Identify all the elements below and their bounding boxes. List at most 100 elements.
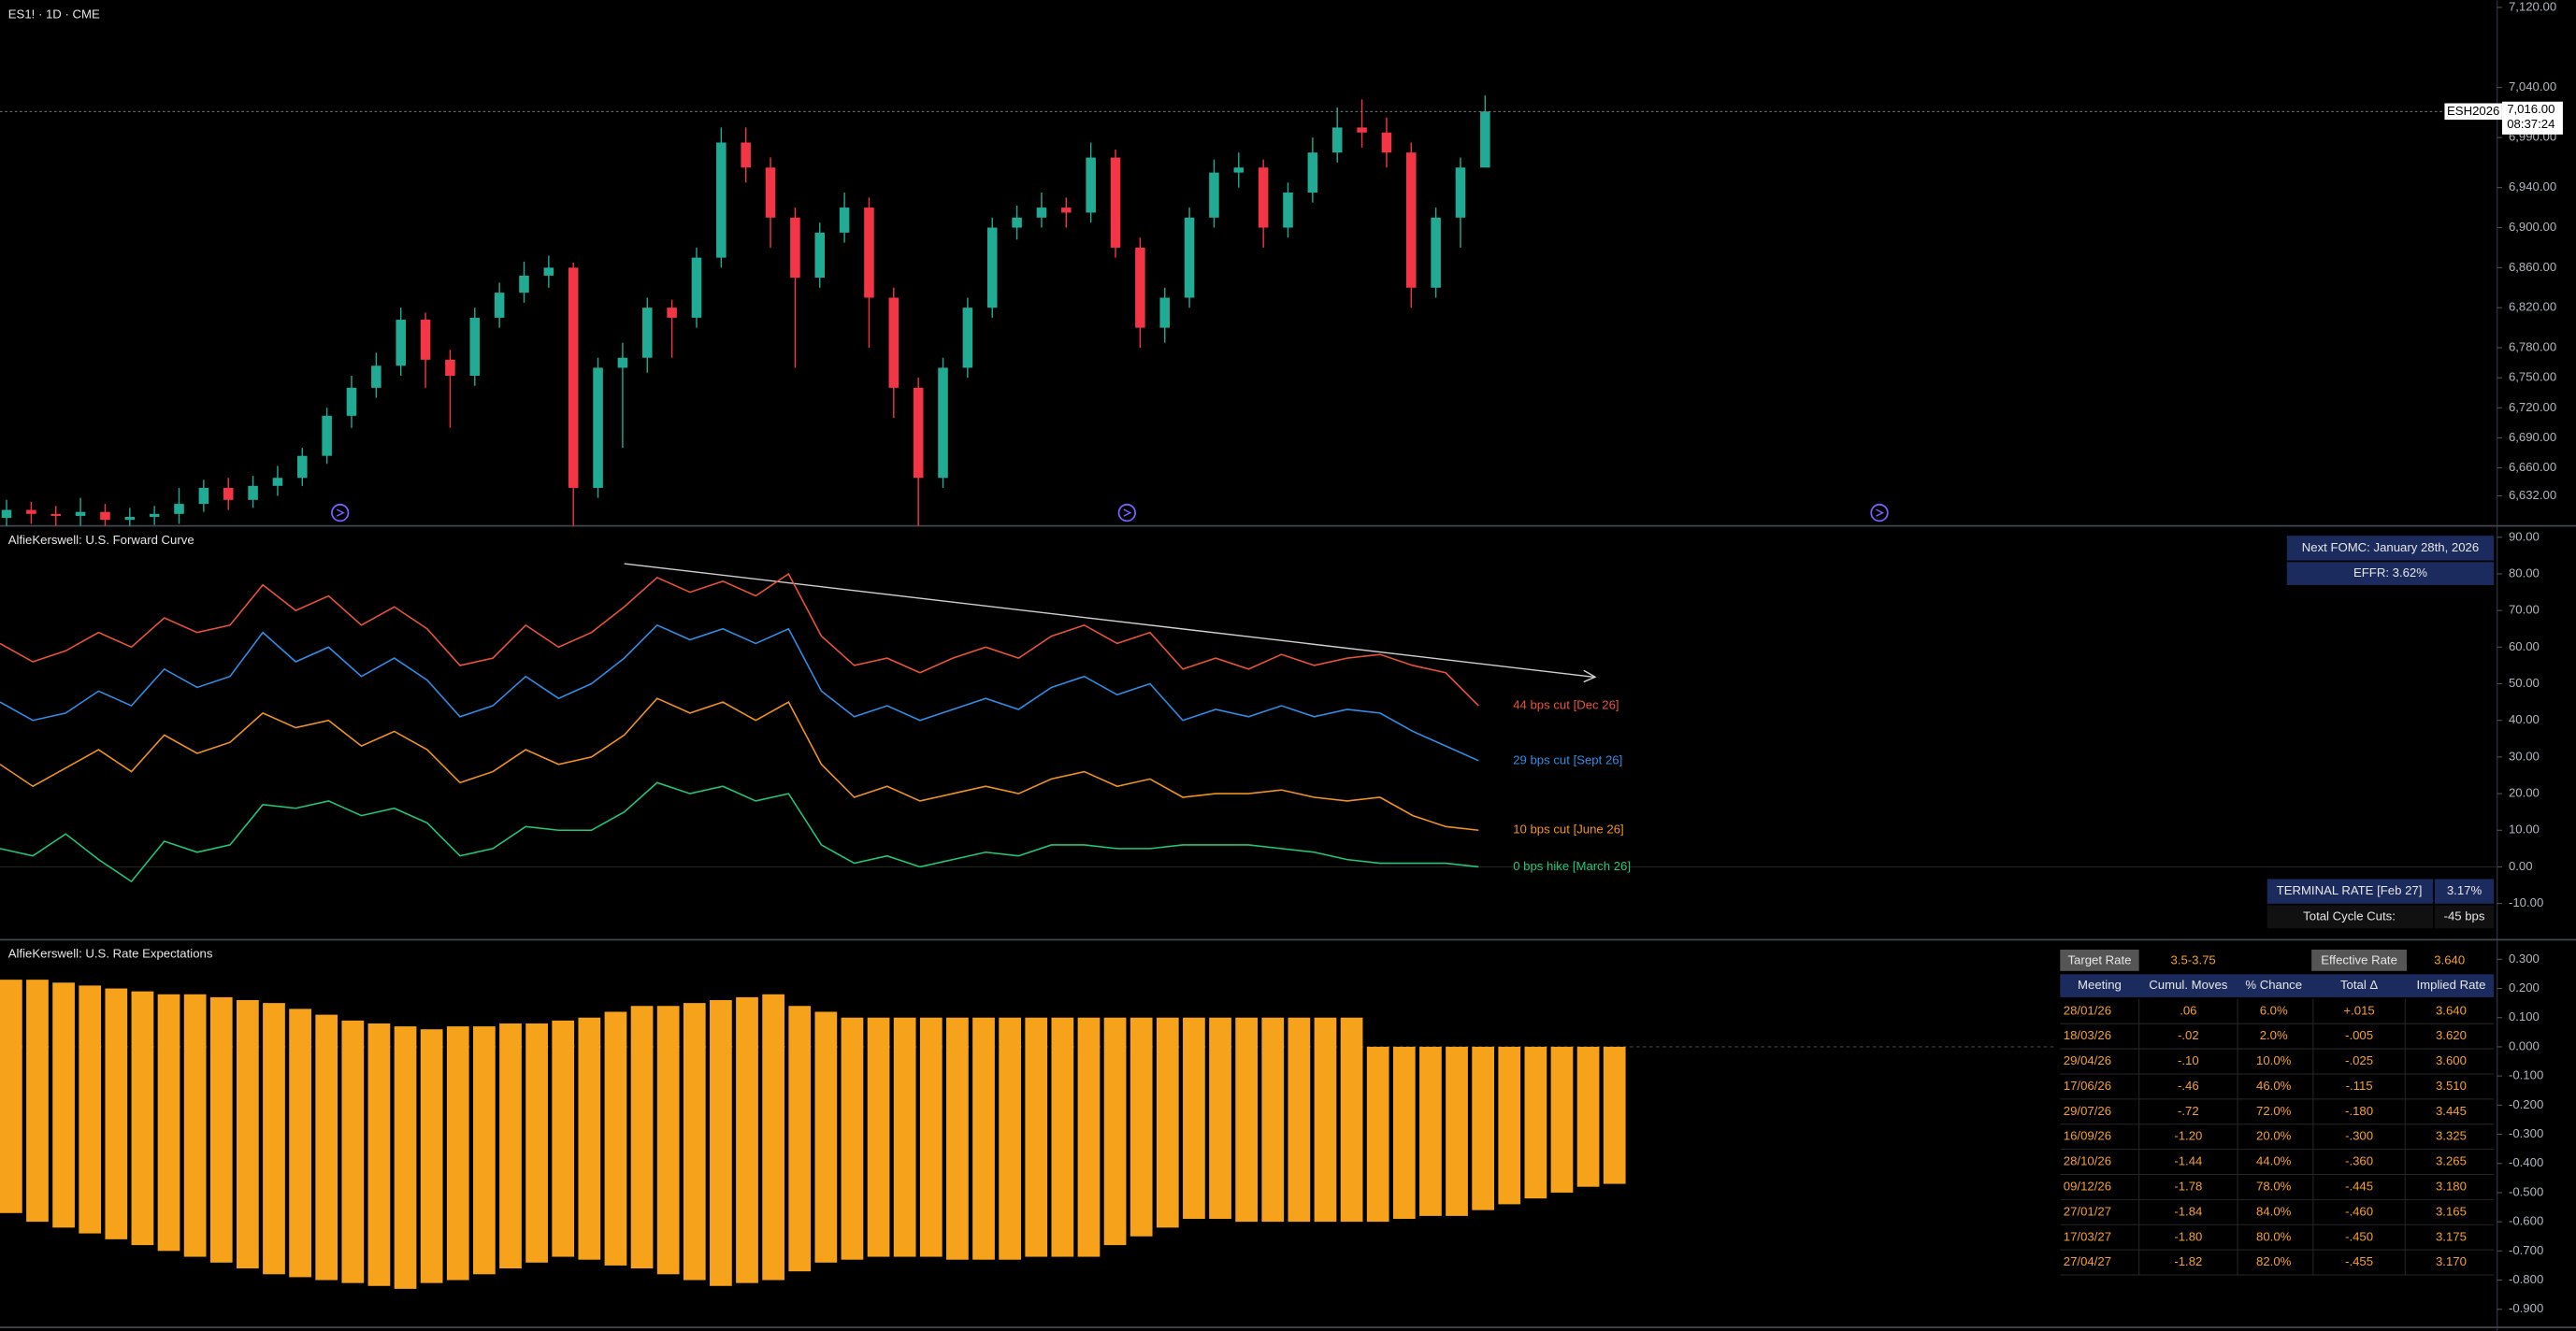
table-cell: 3.445: [2436, 1104, 2467, 1118]
candle-body: [1159, 297, 1170, 328]
bar: [919, 1017, 943, 1257]
y-tick-label: -0.900: [2509, 1301, 2543, 1315]
table-cell: 28/01/26: [2064, 1003, 2111, 1017]
y-tick-label: 6,632.00: [2509, 488, 2556, 502]
bar: [367, 1023, 391, 1286]
bar: [1025, 1017, 1048, 1257]
y-tick-label: 90.00: [2509, 529, 2540, 543]
candle-body: [986, 227, 998, 308]
bar: [1183, 1017, 1205, 1220]
table-cell: 27/01/27: [2064, 1204, 2111, 1218]
table-cell: -.025: [2345, 1053, 2373, 1067]
candle-body: [617, 357, 628, 368]
bar: [1550, 1046, 1574, 1193]
candle-body: [223, 487, 234, 500]
forward-curve: [0, 572, 1479, 707]
candle-body: [346, 387, 357, 416]
table-cell: 17/03/27: [2064, 1229, 2111, 1243]
candle-body: [814, 232, 826, 279]
next-fomc: Next FOMC: January 28th, 2026: [2302, 540, 2479, 554]
table-cell: 16/09/26: [2064, 1129, 2111, 1143]
cuts-value: -45 bps: [2444, 909, 2485, 923]
table-cell: -.445: [2345, 1180, 2373, 1194]
bar: [893, 1017, 916, 1257]
bar: [604, 1011, 627, 1266]
table-cell: 84.0%: [2256, 1204, 2292, 1218]
table-header-bg: [2060, 974, 2495, 997]
candle-body: [543, 267, 554, 276]
y-tick-label: 6,720.00: [2509, 400, 2556, 414]
table-cell: +.015: [2343, 1003, 2374, 1017]
table-cell: 78.0%: [2256, 1180, 2292, 1194]
table-cell: 3.265: [2436, 1154, 2467, 1168]
event-icon[interactable]: [331, 503, 350, 522]
candle-body: [1307, 152, 1318, 193]
event-icon[interactable]: [1117, 503, 1136, 522]
y-tick-label: -0.600: [2509, 1214, 2543, 1228]
bar: [710, 1000, 732, 1286]
table-cell: 3.325: [2436, 1129, 2467, 1143]
y-tick-label: 6,900.00: [2509, 220, 2556, 234]
candle-body: [1233, 167, 1245, 173]
candle-body: [322, 415, 332, 456]
table-cell: -.455: [2345, 1254, 2373, 1268]
column-header: % Chance: [2245, 978, 2302, 992]
bar: [788, 1006, 812, 1272]
bar: [79, 985, 102, 1234]
candle-body: [1406, 152, 1417, 288]
candle-body: [790, 217, 800, 279]
bar: [1446, 1046, 1468, 1216]
candle-body: [124, 517, 136, 521]
pane-title: AlfieKerswell: U.S. Rate Expectations: [8, 947, 213, 961]
bar: [1524, 1046, 1547, 1199]
forward-curve: [0, 623, 1479, 762]
candle-body: [864, 208, 874, 298]
candle-body: [913, 387, 924, 479]
table-cell: -1.44: [2174, 1154, 2202, 1168]
y-tick-label: 0.000: [2509, 1038, 2540, 1052]
candle-body: [50, 513, 62, 516]
table-cell: -.02: [2178, 1028, 2199, 1042]
table-cell: 2.0%: [2260, 1028, 2288, 1042]
event-icon[interactable]: [1870, 503, 1889, 522]
bar: [683, 1003, 706, 1281]
y-tick-label: -0.100: [2509, 1068, 2543, 1082]
y-tick-label: 80.00: [2509, 565, 2540, 580]
series-label: 10 bps cut [June 26]: [1513, 823, 1624, 837]
bar: [1051, 1017, 1074, 1257]
table-cell: 46.0%: [2256, 1079, 2292, 1093]
y-tick-label: 10.00: [2509, 823, 2540, 837]
y-tick-label: 70.00: [2509, 603, 2540, 617]
bar: [105, 988, 128, 1239]
bar: [1288, 1017, 1311, 1223]
table-cell: -1.82: [2174, 1254, 2202, 1268]
terminal-value: 3.17%: [2447, 883, 2482, 897]
terminal-box: TERMINAL RATE [Feb 27] 3.17% Total Cycle…: [2267, 879, 2495, 929]
candle-body: [765, 167, 776, 218]
forward-curve: [0, 781, 1479, 883]
y-tick-label: -0.500: [2509, 1184, 2543, 1198]
bar: [1209, 1017, 1231, 1220]
bar: [999, 1017, 1021, 1260]
candle-body: [1357, 127, 1367, 133]
bar: [1392, 1046, 1416, 1220]
table-cell: -.72: [2178, 1104, 2199, 1118]
bar: [394, 1026, 417, 1289]
table-cell: -1.20: [2174, 1129, 2202, 1143]
table-cell: 44.0%: [2256, 1154, 2292, 1168]
table-cell: 29/04/26: [2064, 1053, 2111, 1067]
y-tick-label: 6,940.00: [2509, 179, 2556, 193]
table-cell: 20.0%: [2256, 1129, 2292, 1143]
candle-body: [962, 308, 973, 368]
table-cell: -.360: [2345, 1154, 2373, 1168]
bar: [1077, 1017, 1101, 1257]
table-cell: 28/10/26: [2064, 1154, 2111, 1168]
candle-body: [1012, 217, 1022, 228]
candle-body: [1184, 217, 1195, 298]
candle-body: [469, 317, 481, 377]
candle-body: [1480, 111, 1490, 168]
table-cell: -.10: [2178, 1053, 2199, 1067]
terminal-label: TERMINAL RATE [Feb 27]: [2277, 883, 2423, 897]
bar: [946, 1017, 969, 1260]
candle-body: [420, 320, 431, 360]
